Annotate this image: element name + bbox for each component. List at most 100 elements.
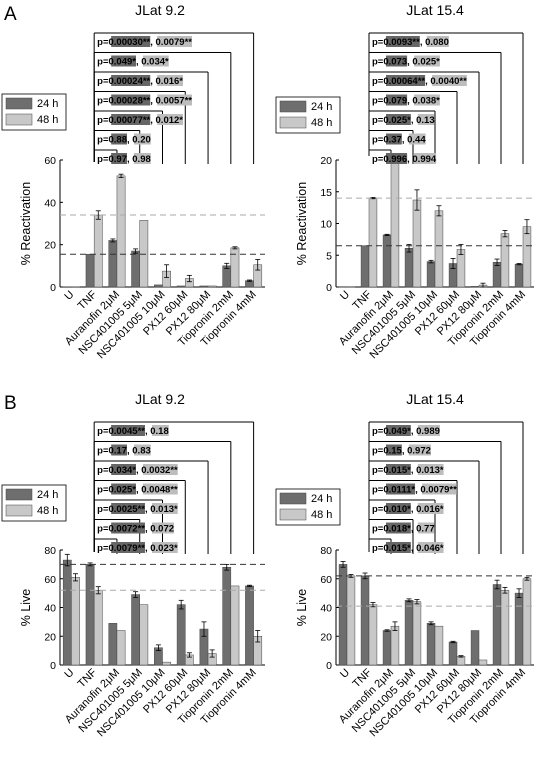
p-value-24h-bg	[386, 522, 411, 534]
p-value-24h-bg	[111, 503, 145, 514]
p-value-48h: , 0.77	[411, 524, 435, 535]
bar-24h	[382, 234, 392, 288]
y-axis-label: % Reactivation	[295, 182, 309, 265]
p-value-48h: , 0.046*	[411, 543, 444, 554]
bar-24h	[154, 284, 163, 288]
bar-24h	[404, 248, 414, 288]
y-tick-label: 0	[50, 660, 56, 672]
p-value-48h-bg	[414, 55, 440, 67]
p-value-24h: p=0.025*	[372, 115, 411, 126]
bar-48h	[162, 661, 171, 666]
y-axis-label: % Live	[19, 589, 33, 627]
bar-24h	[62, 559, 72, 666]
bar-48h	[456, 656, 466, 666]
p-value-24h: p=0.37	[372, 135, 402, 146]
p-value-48h: , 0.20	[127, 135, 151, 146]
legend-label: 48 h	[37, 505, 58, 517]
p-value-48h-bg	[408, 133, 426, 145]
p-value-24h-bg	[386, 94, 408, 106]
legend-swatch	[5, 488, 33, 501]
p-value-48h-bg	[142, 483, 178, 495]
bar-24h	[245, 585, 254, 666]
legend-swatch	[279, 492, 307, 505]
p-value-24h-bg	[386, 133, 402, 145]
p-value-48h: , 0.016*	[150, 76, 183, 87]
y-tick-label: 60	[320, 574, 332, 586]
p-value-24h: p=0.17	[97, 446, 127, 457]
bar-24h	[338, 564, 348, 666]
bar-24h	[492, 584, 502, 666]
p-value-48h-bg	[134, 444, 151, 456]
bar-24h	[131, 594, 140, 666]
bar-24h	[199, 285, 209, 288]
bar-24h	[426, 623, 436, 666]
panel-label: B	[4, 393, 17, 414]
p-value-24h: p=0.049*	[372, 426, 411, 437]
legend-swatch	[279, 508, 307, 521]
y-tick-label: 40	[44, 197, 56, 209]
bar-48h	[522, 578, 532, 666]
bar-48h	[346, 286, 356, 288]
p-value-24h: p=0.996	[372, 154, 407, 165]
bar-24h	[62, 286, 72, 288]
y-axis-label: % Live	[295, 589, 309, 627]
bar-24h	[222, 567, 232, 666]
bar-48h	[390, 625, 400, 666]
p-value-48h: , 0.013*	[411, 465, 444, 476]
p-value-24h-bg	[386, 55, 408, 67]
p-value-48h: , 0.0040**	[425, 76, 467, 87]
p-value-48h-bg	[417, 114, 435, 125]
bar-48h	[116, 630, 126, 666]
bar-24h	[176, 604, 186, 666]
p-value-24h-bg	[111, 425, 145, 436]
bar-48h	[500, 590, 510, 666]
bar-24h	[382, 630, 392, 666]
p-value-48h: , 0.072	[145, 524, 174, 535]
p-value-24h: p=0.010*	[372, 504, 411, 515]
bar-24h	[108, 240, 118, 288]
bar-48h	[139, 220, 149, 288]
p-value-48h: , 0.012*	[150, 115, 183, 126]
p-value-48h-bg	[426, 36, 449, 47]
y-tick-label: 20	[320, 631, 332, 643]
p-value-24h-bg	[386, 542, 411, 553]
bar-48h	[522, 226, 532, 288]
bar-48h	[434, 210, 444, 288]
y-axis-label: % Reactivation	[19, 182, 33, 265]
p-value-24h: p=0.025*	[97, 485, 136, 496]
p-value-24h-bg	[386, 425, 411, 436]
p-value-48h-bg	[157, 75, 184, 86]
y-tick-label: 0	[326, 660, 332, 672]
p-value-24h: p=0.015*	[372, 465, 411, 476]
y-tick-label: 40	[44, 603, 56, 615]
p-value-24h: p=0.00077**	[97, 115, 150, 126]
bar-24h	[470, 286, 480, 288]
bar-48h	[71, 286, 80, 288]
p-value-48h: , 0.080	[420, 37, 449, 48]
bar-48h	[412, 601, 422, 666]
bar-48h	[412, 199, 422, 288]
p-value-24h-bg	[386, 75, 426, 86]
p-value-24h: p=0.073	[372, 57, 407, 68]
legend-swatch	[279, 116, 307, 129]
p-value-24h: p=0.034*	[97, 465, 136, 476]
bar-48h	[434, 625, 444, 666]
p-value-48h-bg	[414, 94, 440, 106]
chart-title: JLat 9.2	[135, 391, 185, 407]
p-value-24h-bg	[386, 464, 411, 475]
legend-label: 24 h	[311, 101, 332, 113]
bar-24h	[514, 263, 524, 288]
p-value-24h-bg	[111, 464, 136, 475]
p-value-24h: p=0.018*	[372, 524, 411, 535]
p-value-48h-bg	[157, 36, 192, 47]
p-value-48h-bg	[151, 425, 169, 436]
y-tick-label: 0	[50, 282, 56, 294]
bar-24h	[85, 564, 95, 666]
p-value-48h: , 0.013*	[145, 504, 178, 515]
p-value-48h: , 0.0048**	[136, 485, 178, 496]
bar-24h	[131, 250, 140, 288]
p-value-48h-bg	[422, 483, 457, 495]
bar-48h	[500, 233, 510, 288]
